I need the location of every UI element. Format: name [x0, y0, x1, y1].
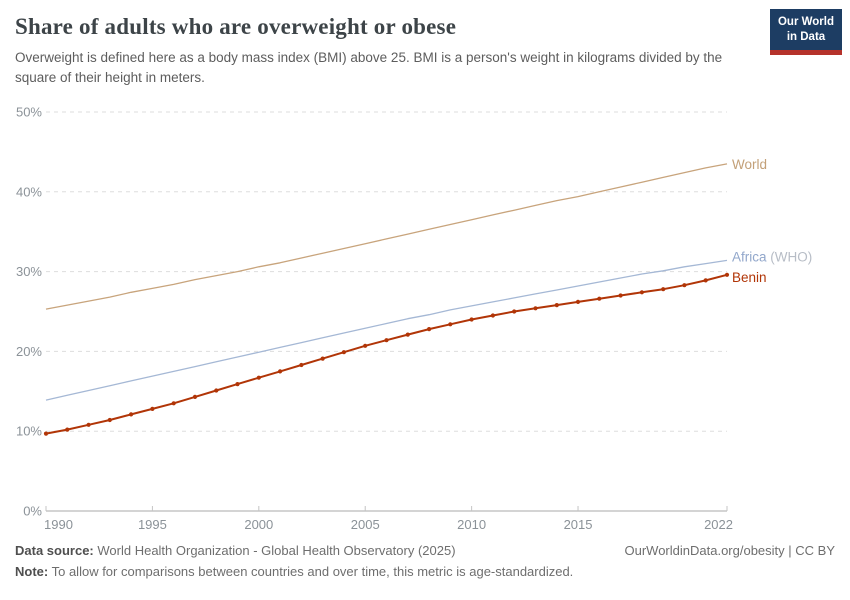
- x-tick-label: 1995: [138, 517, 167, 532]
- benin-point[interactable]: [384, 338, 389, 343]
- chart-subtitle: Overweight is defined here as a body mas…: [15, 50, 723, 85]
- note-line: Note: To allow for comparisons between c…: [15, 564, 835, 579]
- y-tick-label: 50%: [16, 105, 42, 120]
- benin-point[interactable]: [235, 382, 240, 387]
- chart-title: Share of adults who are overweight or ob…: [15, 14, 457, 39]
- benin-point[interactable]: [86, 422, 91, 427]
- footer: Data source: World Health Organization -…: [15, 543, 835, 579]
- benin-point[interactable]: [278, 369, 283, 374]
- benin-point[interactable]: [427, 327, 432, 332]
- benin-point[interactable]: [129, 412, 134, 417]
- x-tick-label: 2005: [351, 517, 380, 532]
- benin-point[interactable]: [533, 306, 538, 311]
- owid-logo-line2: in Data: [786, 30, 826, 43]
- x-tick-label: 2015: [564, 517, 593, 532]
- benin-point[interactable]: [405, 332, 410, 337]
- benin-point[interactable]: [320, 356, 325, 361]
- note-label: Note:: [15, 564, 49, 579]
- note-value: To allow for comparisons between countri…: [51, 564, 574, 579]
- benin-point[interactable]: [171, 401, 176, 406]
- world-label[interactable]: World: [732, 156, 767, 171]
- benin-point[interactable]: [256, 375, 261, 380]
- x-tick-label: 2022: [704, 517, 733, 532]
- benin-point[interactable]: [448, 322, 453, 327]
- y-tick-label: 10%: [16, 424, 42, 439]
- benin-point[interactable]: [341, 350, 346, 355]
- data-source-value: World Health Organization - Global Healt…: [97, 543, 456, 558]
- benin-line[interactable]: [45, 273, 728, 435]
- benin-point[interactable]: [661, 287, 666, 292]
- benin-point[interactable]: [618, 293, 623, 298]
- chart-svg: 0% 10% 20% 30% 40% 50% 1990 1995 2000 2005 2010 201…: [16, 105, 812, 533]
- benin-point[interactable]: [214, 388, 219, 393]
- license-link[interactable]: OurWorldinData.org/obesity | CC BY: [624, 543, 836, 558]
- x-tick-label: 2010: [457, 517, 486, 532]
- y-tick-label: 0%: [23, 504, 42, 519]
- data-source-line: Data source: World Health Organization -…: [15, 543, 456, 558]
- x-tick-label: 2000: [244, 517, 273, 532]
- benin-point[interactable]: [575, 299, 581, 304]
- data-source-label: Data source:: [15, 543, 94, 558]
- benin-point[interactable]: [43, 431, 49, 436]
- africa-line[interactable]: [45, 259, 728, 401]
- benin-point[interactable]: [724, 272, 730, 277]
- header: Share of adults who are overweight or ob…: [15, 14, 760, 87]
- benin-point[interactable]: [554, 303, 559, 308]
- owid-logo-line1: Our World: [777, 16, 834, 28]
- benin-point[interactable]: [107, 417, 112, 423]
- benin-point[interactable]: [490, 313, 495, 318]
- benin-point[interactable]: [512, 309, 517, 314]
- y-tick-label: 20%: [16, 344, 42, 359]
- benin-point[interactable]: [639, 290, 645, 295]
- benin-point[interactable]: [299, 362, 304, 368]
- chart-area: 0% 10% 20% 30% 40% 50% 1990 1995 2000 2005 2010 201…: [0, 90, 850, 537]
- africa-label[interactable]: Africa (WHO): [732, 249, 812, 264]
- benin-point[interactable]: [65, 427, 70, 432]
- benin-point[interactable]: [150, 406, 155, 411]
- benin-point[interactable]: [682, 283, 687, 288]
- benin-point[interactable]: [363, 343, 368, 348]
- y-tick-label: 40%: [16, 184, 42, 199]
- y-tick-label: 30%: [16, 264, 42, 279]
- owid-logo[interactable]: Our World in Data: [770, 9, 842, 55]
- benin-point[interactable]: [597, 296, 602, 301]
- benin-point[interactable]: [192, 394, 198, 399]
- benin-point[interactable]: [469, 317, 474, 322]
- world-line[interactable]: [45, 163, 728, 310]
- x-tick-label: 1990: [44, 517, 73, 532]
- benin-label[interactable]: Benin: [732, 269, 767, 284]
- benin-point[interactable]: [703, 278, 708, 283]
